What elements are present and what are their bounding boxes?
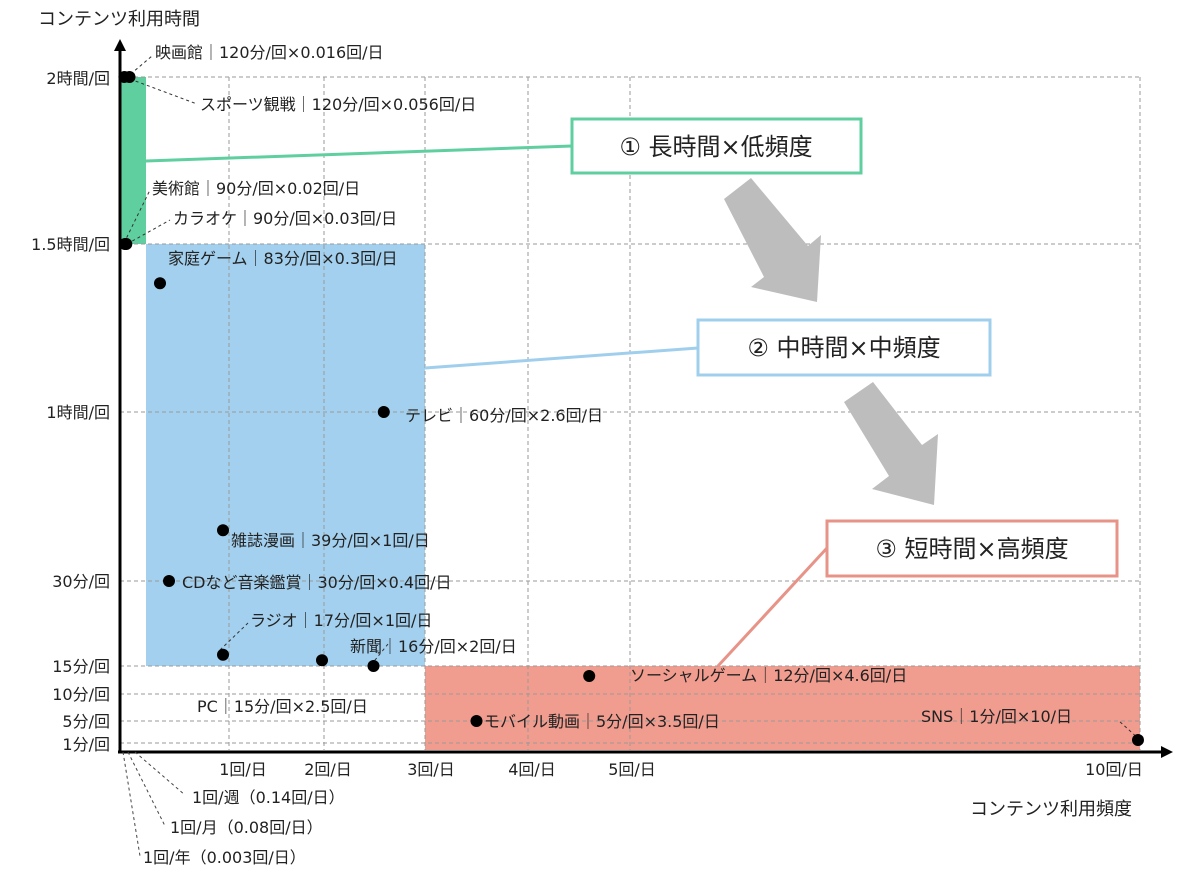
region-long-time-connector (145, 144, 573, 163)
data-point (1132, 734, 1144, 746)
data-point (123, 71, 136, 83)
point-label: CDなど音楽鑑賞｜30分/回×0.4回/日 (182, 573, 452, 592)
x-small-tick-label: 1回/月（0.08回/日） (170, 818, 323, 837)
y-tick-label: 5分/回 (62, 712, 110, 731)
x-small-tick-label: 1回/年（0.003回/日） (143, 848, 306, 867)
y-tick-labels: 2時間/回 1.5時間/回 1時間/回 30分/回 15分/回 10分/回 5分… (31, 69, 110, 754)
region-mid-time-label: ② 中時間×中頻度 (747, 334, 940, 362)
region-short-time-label: ③ 短時間×高頻度 (875, 535, 1068, 563)
data-point (316, 654, 328, 667)
point-labels: 映画館｜120分/回×0.016回/日 スポーツ観戦｜120分/回×0.056回… (152, 43, 1072, 731)
x-axis-title: コンテンツ利用頻度 (970, 799, 1132, 820)
data-point (377, 406, 390, 418)
x-small-tick-label: 1回/週（0.14回/日） (192, 788, 345, 807)
region-long-time-rect (120, 77, 146, 244)
x-tick-label: 5回/日 (608, 760, 656, 779)
point-label: ラジオ｜17分/回×1回/日 (250, 611, 432, 630)
data-point (120, 238, 133, 250)
transition-arrow-1 (724, 178, 821, 302)
point-label: SNS｜1分/回×10/日 (921, 707, 1072, 726)
data-point (154, 277, 166, 290)
y-tick-label: 10分/回 (52, 685, 110, 704)
region-mid-time-box (696, 318, 992, 377)
data-point (163, 575, 175, 587)
point-label: 映画館｜120分/回×0.016回/日 (155, 43, 384, 62)
region-long-time-box (570, 117, 863, 175)
x-tick-label: 10回/日 (1085, 760, 1143, 779)
point-label: PC｜15分/回×2.5回/日 (197, 697, 368, 716)
data-point (367, 660, 380, 672)
grid (120, 76, 1141, 750)
x-tick-label: 3回/日 (407, 760, 455, 779)
point-label: 美術館｜90分/回×0.02回/日 (152, 179, 360, 198)
y-axis-title: コンテンツ利用時間 (38, 9, 200, 30)
data-point (583, 670, 596, 682)
point-label: 新聞｜16分/回×2回/日 (350, 637, 517, 656)
x-tick-label: 1回/日 (219, 760, 267, 779)
region-mid-time-connector (424, 346, 699, 370)
x-tick-label: 4回/日 (508, 760, 556, 779)
point-markers (118, 71, 1144, 746)
transition-arrows (724, 178, 938, 505)
region-short-time-rect (425, 666, 1140, 750)
point-label: 家庭ゲーム｜83分/回×0.3回/日 (168, 249, 398, 268)
region-short-time-connector (716, 546, 829, 668)
point-leaders (123, 55, 1141, 741)
region-connectors (145, 144, 829, 668)
point-label: カラオケ｜90分/回×0.03回/日 (173, 209, 397, 228)
y-tick-label: 1.5時間/回 (31, 235, 110, 254)
y-tick-label: 2時間/回 (46, 69, 110, 88)
x-small-tick-leaders (122, 751, 186, 857)
transition-arrow-2 (844, 382, 938, 505)
data-point (217, 648, 229, 661)
point-label: テレビ｜60分/回×2.6回/日 (405, 406, 603, 425)
y-tick-label: 30分/回 (52, 572, 110, 591)
y-tick-label: 15分/回 (52, 657, 110, 676)
data-point (470, 715, 483, 727)
x-small-tick-labels: 1回/週（0.14回/日） 1回/月（0.08回/日） 1回/年（0.003回/… (143, 788, 345, 867)
point-label: 雑誌漫画｜39分/回×1回/日 (231, 531, 430, 550)
point-label: スポーツ観戦｜120分/回×0.056回/日 (200, 95, 476, 114)
y-tick-label: 1分/回 (62, 735, 110, 754)
y-tick-label: 1時間/回 (46, 403, 110, 422)
point-label: ソーシャルゲーム｜12分/回×4.6回/日 (630, 666, 907, 685)
x-tick-label: 2回/日 (304, 760, 352, 779)
data-point (217, 524, 229, 537)
x-tick-labels: 1回/日 2回/日 3回/日 4回/日 5回/日 10回/日 (219, 760, 1143, 779)
region-short-time-box (825, 519, 1119, 578)
region-long-time-label: ① 長時間×低頻度 (619, 133, 812, 161)
point-label: モバイル動画｜5分/回×3.5回/日 (484, 712, 720, 731)
region-mid-time-rect (146, 244, 425, 666)
